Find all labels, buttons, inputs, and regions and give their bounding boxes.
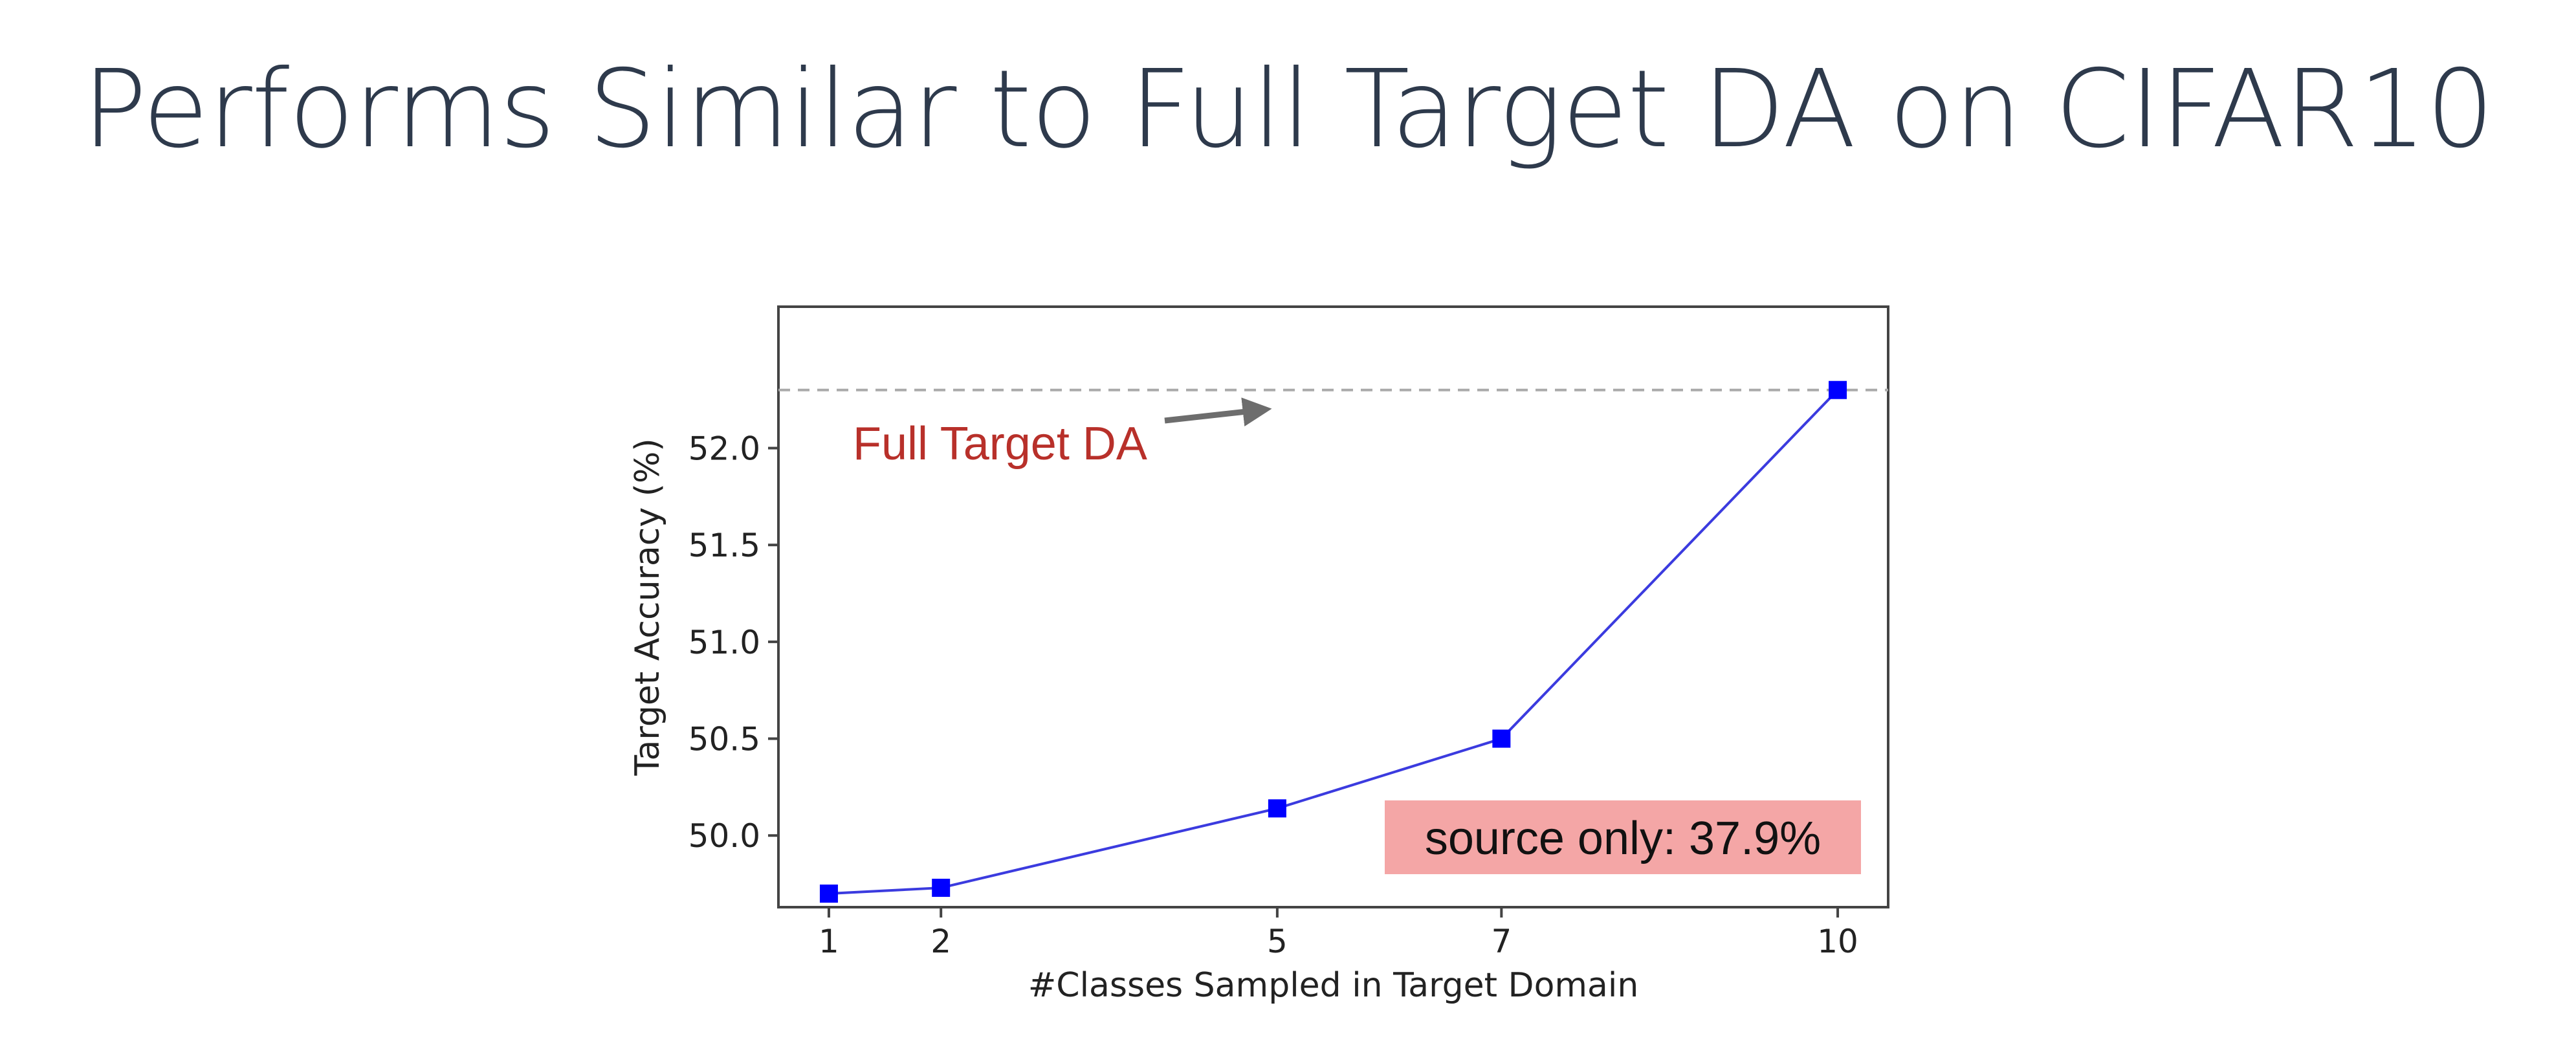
annotation-arrow [1164,397,1272,426]
y-tick-label: 51.0 [688,624,760,661]
y-tick-label: 51.5 [688,527,760,564]
y-tick-label: 50.5 [688,721,760,758]
data-point [1829,380,1847,399]
x-tick-label: 10 [1817,923,1858,960]
data-point [932,879,951,897]
y-axis-label: Target Accuracy (%) [628,438,667,776]
source-only-box [1385,800,1861,874]
full-target-da-annotation: Full Target DA [853,418,1147,470]
slide-title: Performs Similar to Full Target DA on CI… [82,47,2494,172]
source-only-label: source only: 37.9% [1425,813,1821,864]
y-tick-label: 50.0 [688,817,760,855]
x-tick-label: 2 [930,923,951,960]
x-axis-label: #Classes Sampled in Target Domain [1028,966,1639,1005]
data-point [819,885,838,903]
x-tick-label: 5 [1267,923,1288,960]
x-tick-label: 1 [819,923,839,960]
y-tick-label: 52.0 [688,430,760,468]
data-point [1268,799,1286,818]
plot-frame [777,305,1889,908]
x-tick-label: 7 [1491,923,1512,960]
data-point [1492,729,1511,748]
